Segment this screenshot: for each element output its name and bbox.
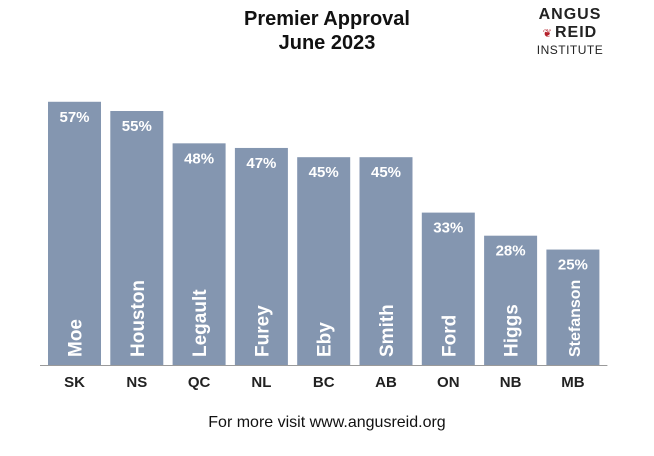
bar-nl xyxy=(234,147,288,365)
chart-title: Premier Approval xyxy=(244,8,410,30)
premier-name-label: Legault xyxy=(190,289,211,357)
premier-name-label: Furey xyxy=(252,305,273,357)
maple-leaf-icon: ❦ xyxy=(542,28,553,40)
bar-nb xyxy=(484,235,538,365)
data-label: 45% xyxy=(309,164,339,181)
premier-name-label: Stefanson xyxy=(567,280,584,357)
logo-line-3: INSTITUTE xyxy=(536,43,604,57)
bar-qc xyxy=(172,143,226,365)
x-tick-label: NS xyxy=(126,374,147,391)
bar-sk xyxy=(48,101,101,366)
premier-name-label: Ford xyxy=(439,315,460,357)
data-label: 45% xyxy=(371,164,401,181)
premier-name-label: Moe xyxy=(66,319,87,357)
data-label: 47% xyxy=(246,155,276,172)
premier-name-label: Smith xyxy=(377,304,398,357)
bar-ab xyxy=(359,157,413,365)
data-label: 25% xyxy=(558,257,588,274)
data-label: 48% xyxy=(184,150,214,167)
chart-subtitle: June 2023 xyxy=(278,32,376,54)
bar-on xyxy=(421,212,475,365)
bar-mb xyxy=(546,249,600,365)
x-tick-label: BC xyxy=(313,374,335,391)
bar-ns xyxy=(110,111,164,365)
angus-reid-logo: ANGUS ❦ REID INSTITUTE xyxy=(520,6,620,57)
x-tick-label: NL xyxy=(251,374,271,391)
premier-name-label: Higgs xyxy=(502,304,523,357)
data-label: 55% xyxy=(122,118,152,135)
x-tick-label: AB xyxy=(375,374,397,391)
x-tick-label: SK xyxy=(64,374,85,391)
data-label: 33% xyxy=(433,220,463,237)
data-label: 28% xyxy=(496,243,526,260)
x-tick-label: ON xyxy=(437,374,460,391)
bars-group: 57% Moe 55% Houston 48% Legault 47% Furey 45% Eby… xyxy=(48,101,600,366)
bar-bc xyxy=(297,157,351,365)
premier-name-label: Houston xyxy=(128,280,149,357)
x-tick-label: MB xyxy=(561,374,584,391)
logo-line-1: ANGUS xyxy=(538,6,602,23)
logo-line-2: REID xyxy=(554,24,598,41)
premier-name-label: Eby xyxy=(315,322,336,357)
x-tick-label: QC xyxy=(188,374,211,391)
x-tick-label: NB xyxy=(500,374,522,391)
x-tick-labels: SK NS QC NL BC AB ON NB MB xyxy=(64,374,585,391)
data-label: 57% xyxy=(59,109,89,126)
footer-link-text: For more visit www.angusreid.org xyxy=(208,414,446,431)
